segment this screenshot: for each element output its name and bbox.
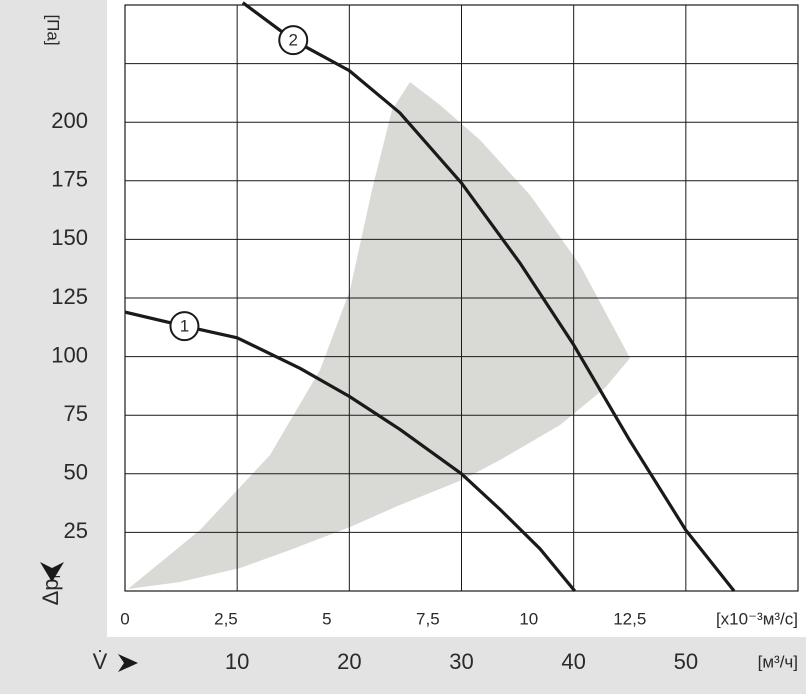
x2-tick-label: 0	[120, 609, 129, 628]
curve-label: 1	[180, 317, 189, 336]
x2-unit: [x10⁻³м³/с]	[716, 609, 798, 628]
curve-label-circle	[169, 311, 200, 342]
y-arrow	[40, 562, 64, 582]
x2-tick-label: 10	[519, 609, 538, 628]
y-tick-label: 125	[51, 284, 88, 309]
bottom-band	[0, 637, 806, 694]
x-unit: [м³/ч]	[758, 652, 798, 671]
plot-frame	[124, 4, 799, 592]
y-tick-label: 50	[64, 460, 88, 485]
x-tick-label: 50	[674, 649, 698, 674]
curve-label-circle	[278, 25, 309, 56]
x2-tick-label: 7,5	[416, 609, 440, 628]
y-tick-label: 200	[51, 108, 88, 133]
operating-range	[128, 82, 630, 589]
y-tick-label: 75	[64, 401, 88, 426]
x2-tick-label: 5	[322, 609, 331, 628]
fan-curve	[241, 1, 736, 592]
y-tick-label: 25	[64, 518, 88, 543]
x-tick-label: 10	[225, 649, 249, 674]
x-arrow	[118, 654, 138, 672]
x2-tick-label: 2,5	[214, 609, 238, 628]
y-tick-label: 100	[51, 342, 88, 367]
x2-tick-label: 12,5	[613, 609, 646, 628]
curve-label: 2	[289, 31, 298, 50]
fan-curve	[124, 310, 577, 593]
x-tick-label: 30	[449, 649, 473, 674]
y-unit: [Па]	[44, 14, 63, 45]
y-symbol-main: Δp	[38, 578, 63, 605]
x-symbol: V̇	[93, 649, 108, 674]
y-tick-label: 175	[51, 167, 88, 192]
x-tick-label: 20	[337, 649, 361, 674]
y-tick-label: 150	[51, 225, 88, 250]
x-tick-label: 40	[561, 649, 585, 674]
